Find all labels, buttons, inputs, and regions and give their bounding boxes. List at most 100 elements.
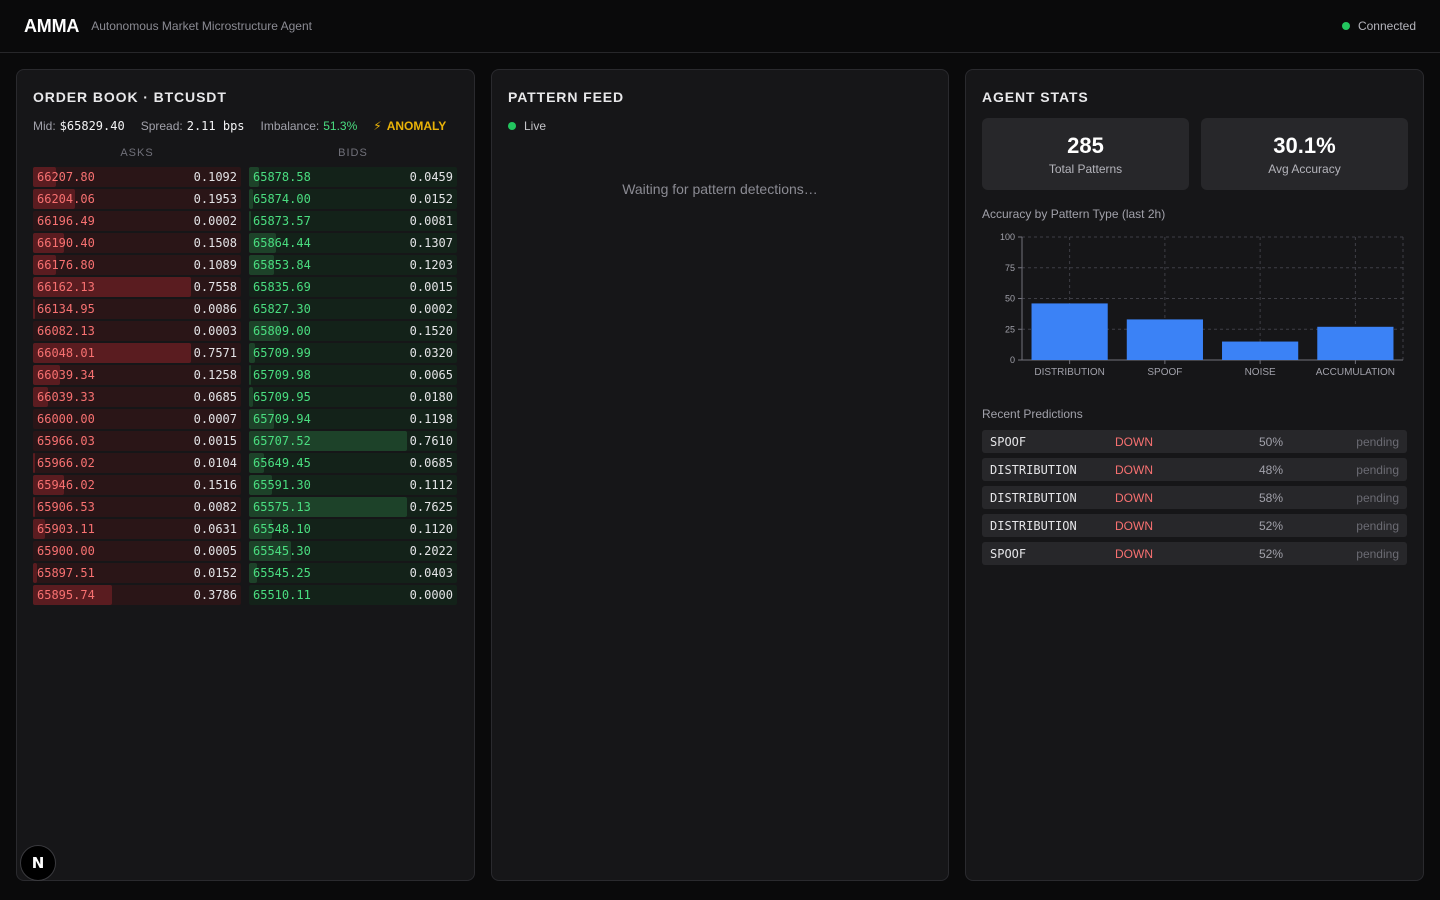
ask-price: 65900.00 <box>37 544 95 558</box>
bid-row: 65827.30 0.0002 <box>249 299 457 319</box>
prediction-row: SPOOF DOWN 50% pending <box>982 430 1407 453</box>
ask-qty: 0.1516 <box>193 478 237 492</box>
ask-depth-bar <box>33 233 65 253</box>
bid-qty: 0.0459 <box>409 170 453 184</box>
prediction-confidence: 52% <box>1259 546 1284 561</box>
ask-row: 66048.01 0.7571 <box>33 343 241 363</box>
chart-bar <box>1126 319 1203 360</box>
bid-depth-bar <box>249 409 274 429</box>
bid-depth-bar <box>249 541 291 561</box>
ask-qty: 0.1089 <box>193 258 237 272</box>
bid-qty: 0.0320 <box>409 346 453 360</box>
ask-qty: 0.0007 <box>193 412 237 426</box>
bid-qty: 0.1307 <box>409 236 453 250</box>
ask-row: 66000.00 0.0007 <box>33 409 241 429</box>
bids-list: 65878.58 0.0459 65874.00 0.0152 65873.57 0.00… <box>249 167 457 607</box>
total-patterns-label: Total Patterns <box>1048 162 1123 176</box>
prediction-row: SPOOF DOWN 52% pending <box>982 542 1407 565</box>
prediction-direction: DOWN <box>1115 490 1153 505</box>
asks-header: ASKS <box>120 147 154 159</box>
bid-row: 65709.95 0.0180 <box>249 387 457 407</box>
ask-depth-bar <box>33 189 75 209</box>
ask-depth-bar <box>33 277 192 297</box>
bid-qty: 0.1120 <box>409 522 453 536</box>
anomaly-label: ANOMALY <box>386 119 447 133</box>
bid-price: 65649.45 <box>253 456 311 470</box>
ask-depth-bar <box>33 255 56 275</box>
prediction-confidence: 58% <box>1259 490 1284 505</box>
agent-stats-title: AGENT STATS <box>982 89 1089 105</box>
bid-price: 65591.30 <box>253 478 311 492</box>
ask-price: 66082.13 <box>37 324 95 338</box>
bid-price: 65545.25 <box>253 566 311 580</box>
pattern-feed-title: PATTERN FEED <box>508 89 625 105</box>
prediction-confidence: 52% <box>1259 518 1284 533</box>
bid-depth-bar <box>249 167 260 187</box>
chart-y-tick-label: 25 <box>1005 324 1015 334</box>
bid-qty: 0.0015 <box>409 280 453 294</box>
chart-y-tick-label: 0 <box>1010 355 1015 365</box>
connection-status: Connected <box>1341 19 1416 33</box>
bid-qty: 0.0152 <box>409 192 453 206</box>
live-indicator: Live <box>508 119 546 133</box>
bid-row: 65809.00 0.1520 <box>249 321 457 341</box>
ask-price: 66048.01 <box>37 346 95 360</box>
ask-price: 65946.02 <box>37 478 95 492</box>
ask-price: 65895.74 <box>37 588 95 602</box>
bid-row: 65835.69 0.0015 <box>249 277 457 297</box>
ask-qty: 0.0104 <box>193 456 237 470</box>
imbalance-label: Imbalance: <box>260 119 320 133</box>
ask-row: 66134.95 0.0086 <box>33 299 241 319</box>
chart-y-tick-label: 50 <box>1005 294 1015 304</box>
ask-price: 66039.34 <box>37 368 95 382</box>
ask-price: 65966.02 <box>37 456 95 470</box>
ask-row: 66082.13 0.0003 <box>33 321 241 341</box>
ask-qty: 0.0082 <box>193 500 237 514</box>
bid-price: 65510.11 <box>253 588 311 602</box>
avg-accuracy-card: 30.1% Avg Accuracy <box>1201 118 1408 190</box>
bid-depth-bar <box>249 387 254 407</box>
bid-depth-bar <box>249 563 258 583</box>
prediction-confidence: 50% <box>1259 434 1284 449</box>
bid-row: 65545.25 0.0403 <box>249 563 457 583</box>
bid-row: 65510.11 0.0000 <box>249 585 457 605</box>
ask-depth-bar <box>33 167 56 187</box>
chart-x-tick-label: DISTRIBUTION <box>1034 367 1105 378</box>
bid-price: 65709.99 <box>253 346 311 360</box>
bid-row: 65878.58 0.0459 <box>249 167 457 187</box>
prediction-status: pending <box>1356 546 1399 561</box>
total-patterns-value: 285 <box>1067 133 1104 158</box>
bid-row: 65575.13 0.7625 <box>249 497 457 517</box>
ask-depth-bar <box>33 365 61 385</box>
bid-depth-bar <box>249 321 281 341</box>
bid-depth-bar <box>249 365 252 385</box>
ask-row: 66039.33 0.0685 <box>33 387 241 407</box>
bid-price: 65878.58 <box>253 170 311 184</box>
bid-row: 65591.30 0.1112 <box>249 475 457 495</box>
bid-price: 65709.94 <box>253 412 311 426</box>
ask-depth-bar <box>33 497 36 517</box>
lightning-bolt-icon: ⚡ <box>373 119 382 133</box>
ask-qty: 0.7558 <box>193 280 237 294</box>
bid-row: 65874.00 0.0152 <box>249 189 457 209</box>
bid-qty: 0.0065 <box>409 368 453 382</box>
ask-depth-bar <box>33 585 113 605</box>
bid-row: 65545.30 0.2022 <box>249 541 457 561</box>
ask-price: 66134.95 <box>37 302 95 316</box>
next-logo-icon[interactable]: N <box>20 845 56 881</box>
agent-stats-panel: AGENT STATS 285 Total Patterns 30.1% Avg… <box>965 69 1424 881</box>
ask-depth-bar <box>33 563 38 583</box>
app-subtitle: Autonomous Market Microstructure Agent <box>91 19 312 33</box>
bid-depth-bar <box>249 255 274 275</box>
ask-price: 66207.80 <box>37 170 95 184</box>
ask-qty: 0.1953 <box>193 192 237 206</box>
bid-qty: 0.0081 <box>409 214 453 228</box>
bid-price: 65853.84 <box>253 258 311 272</box>
ask-depth-bar <box>33 475 65 495</box>
ask-price: 65903.11 <box>37 522 95 536</box>
bid-price: 65827.30 <box>253 302 311 316</box>
bid-price: 65873.57 <box>253 214 311 228</box>
ask-price: 66196.49 <box>37 214 95 228</box>
bid-qty: 0.7610 <box>409 434 453 448</box>
bid-qty: 0.7625 <box>409 500 453 514</box>
